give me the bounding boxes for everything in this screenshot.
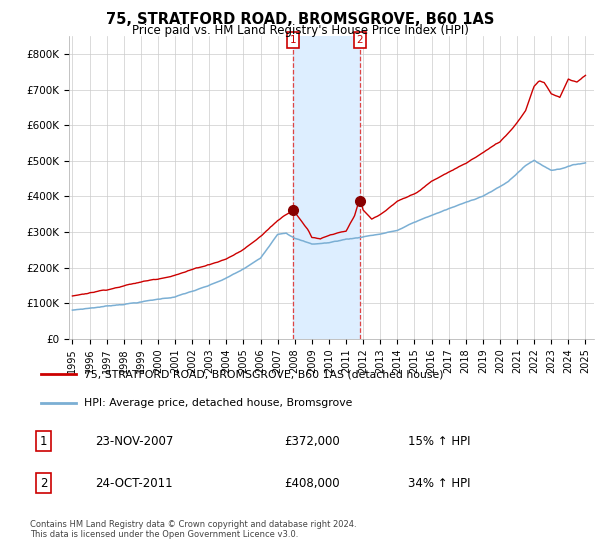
Text: £372,000: £372,000 [284,435,340,448]
Text: 15% ↑ HPI: 15% ↑ HPI [408,435,470,448]
Text: 1: 1 [40,435,47,448]
Text: 34% ↑ HPI: 34% ↑ HPI [408,477,470,490]
Text: 2: 2 [356,35,363,45]
Text: 75, STRATFORD ROAD, BROMSGROVE, B60 1AS (detached house): 75, STRATFORD ROAD, BROMSGROVE, B60 1AS … [84,369,443,379]
Text: 75, STRATFORD ROAD, BROMSGROVE, B60 1AS: 75, STRATFORD ROAD, BROMSGROVE, B60 1AS [106,12,494,27]
Text: Contains HM Land Registry data © Crown copyright and database right 2024.
This d: Contains HM Land Registry data © Crown c… [30,520,356,539]
Text: 24-OCT-2011: 24-OCT-2011 [95,477,172,490]
Text: £408,000: £408,000 [284,477,340,490]
Text: Price paid vs. HM Land Registry's House Price Index (HPI): Price paid vs. HM Land Registry's House … [131,24,469,36]
Text: 1: 1 [290,35,296,45]
Bar [293,36,360,339]
Text: 23-NOV-2007: 23-NOV-2007 [95,435,173,448]
Text: HPI: Average price, detached house, Bromsgrove: HPI: Average price, detached house, Brom… [84,398,352,408]
Text: 2: 2 [40,477,47,490]
